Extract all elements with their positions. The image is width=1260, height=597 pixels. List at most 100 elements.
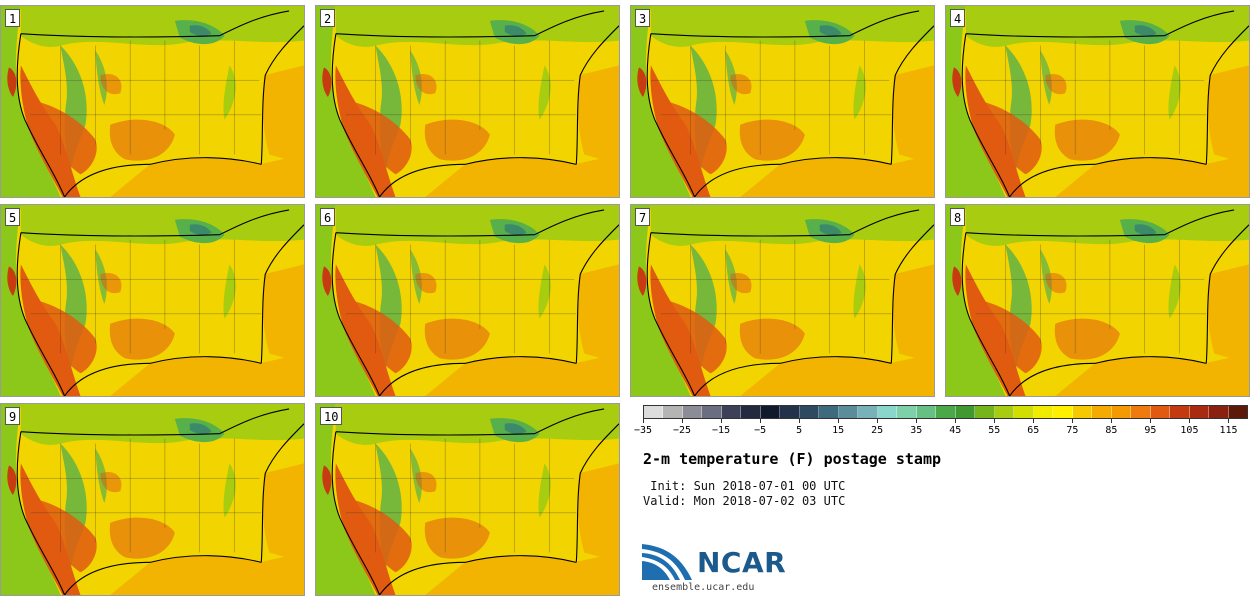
coastline-outline xyxy=(331,10,619,197)
colorbar-swatch xyxy=(1170,406,1190,418)
colorbar-swatch xyxy=(975,406,995,418)
colorbar-tick-label: 65 xyxy=(1027,425,1040,436)
colorbar-swatch xyxy=(1209,406,1229,418)
colorbar-swatch xyxy=(1150,406,1171,418)
member-label: 6 xyxy=(320,208,336,226)
member-label: 9 xyxy=(5,407,21,425)
colorbar-ticks: −35 −25 −15 −5 5 15 25 35 45 55 65 75 85 95 105 115 xyxy=(634,419,1248,439)
colorbar-swatch xyxy=(663,406,683,418)
coastline-outline xyxy=(331,209,619,396)
colorbar-tick-label: 25 xyxy=(871,425,884,436)
temperature-map xyxy=(946,205,1249,396)
valid-time: Valid: Mon 2018-07-02 03 UTC xyxy=(643,494,846,508)
coastline-outline xyxy=(961,209,1249,396)
colorbar-tick-label: 85 xyxy=(1105,425,1118,436)
member-label: 10 xyxy=(320,407,343,425)
colorbar-tick-mark xyxy=(1150,419,1152,423)
colorbar-swatch xyxy=(1072,406,1093,418)
colorbar-swatch xyxy=(858,406,878,418)
member-stamp: 6 xyxy=(315,204,620,397)
colorbar-tick-label: 75 xyxy=(1066,425,1079,436)
colorbar-swatch xyxy=(1033,406,1054,418)
colorbar-swatch xyxy=(760,406,781,418)
temperature-map xyxy=(316,6,619,197)
colorbar-swatch xyxy=(702,406,722,418)
member-stamp: 5 xyxy=(0,204,305,397)
coastline-outline xyxy=(646,10,934,197)
coastline-outline xyxy=(16,408,304,595)
state-borders xyxy=(20,40,262,155)
colorbar-swatch xyxy=(916,406,937,418)
colorbar-swatch xyxy=(682,406,703,418)
colorbar-swatch xyxy=(936,406,956,418)
colorbar-tick-mark xyxy=(994,419,996,423)
colorbar-tick-mark xyxy=(916,419,918,423)
colorbar-tick-mark xyxy=(1111,419,1113,423)
colorbar-tick-label: −5 xyxy=(754,425,767,436)
colorbar-swatch xyxy=(1053,406,1073,418)
colorbar-tick-label: 95 xyxy=(1144,425,1157,436)
colorbar-tick-mark xyxy=(643,419,644,423)
temperature-map xyxy=(316,205,619,396)
colorbar-tick-mark xyxy=(682,419,684,423)
colorbar-swatch xyxy=(721,406,742,418)
colorbar-tick-label: −25 xyxy=(673,425,692,436)
colorbar-swatch xyxy=(799,406,820,418)
state-borders xyxy=(650,40,892,155)
member-label: 2 xyxy=(320,9,336,27)
state-borders xyxy=(335,239,577,354)
colorbar-swatch xyxy=(838,406,859,418)
temperature-map xyxy=(946,6,1249,197)
coastline-outline xyxy=(646,209,934,396)
colorbar-swatch xyxy=(1014,406,1034,418)
member-label: 7 xyxy=(635,208,651,226)
colorbar-swatch xyxy=(1189,406,1210,418)
temperature-colorbar xyxy=(643,405,1248,419)
colorbar-tick-label: 35 xyxy=(910,425,923,436)
colorbar-swatch xyxy=(877,406,898,418)
colorbar-tick-label: 55 xyxy=(988,425,1001,436)
member-stamp: 4 xyxy=(945,5,1250,198)
member-stamp: 10 xyxy=(315,403,620,596)
colorbar-tick-label: −15 xyxy=(712,425,731,436)
ncar-url: ensemble.ucar.edu xyxy=(652,582,755,593)
state-borders xyxy=(20,239,262,354)
temperature-map xyxy=(1,205,304,396)
temperature-map xyxy=(316,404,619,595)
colorbar-swatch xyxy=(741,406,761,418)
state-borders xyxy=(965,40,1207,155)
member-stamp: 7 xyxy=(630,204,935,397)
member-stamp: 9 xyxy=(0,403,305,596)
coastline-outline xyxy=(16,209,304,396)
colorbar-tick-label: 105 xyxy=(1180,425,1199,436)
state-borders xyxy=(335,40,577,155)
colorbar-swatch xyxy=(1131,406,1151,418)
member-stamp: 8 xyxy=(945,204,1250,397)
colorbar-swatch xyxy=(994,406,1015,418)
coastline-outline xyxy=(16,10,304,197)
member-stamp: 1 xyxy=(0,5,305,198)
colorbar-swatch xyxy=(1092,406,1112,418)
colorbar-tick-mark xyxy=(877,419,879,423)
state-borders xyxy=(335,438,577,553)
colorbar-tick-mark xyxy=(1189,419,1191,423)
colorbar-tick-mark xyxy=(1228,419,1230,423)
member-label: 4 xyxy=(950,9,966,27)
colorbar-tick-label: 15 xyxy=(832,425,845,436)
colorbar-tick-mark xyxy=(721,419,723,423)
temperature-map xyxy=(1,6,304,197)
figure-title: 2-m temperature (F) postage stamp xyxy=(643,450,942,468)
colorbar-tick-mark xyxy=(1033,419,1035,423)
colorbar-tick-mark xyxy=(838,419,840,423)
colorbar-tick-mark xyxy=(799,419,801,423)
colorbar-tick-mark xyxy=(760,419,762,423)
member-label: 1 xyxy=(5,9,21,27)
colorbar-swatch xyxy=(1111,406,1132,418)
colorbar-tick-label: −35 xyxy=(633,425,653,436)
colorbar-tick-label: 45 xyxy=(949,425,962,436)
temperature-map xyxy=(631,6,934,197)
state-borders xyxy=(650,239,892,354)
coastline-outline xyxy=(331,408,619,595)
colorbar-tick-label: 5 xyxy=(796,425,803,436)
